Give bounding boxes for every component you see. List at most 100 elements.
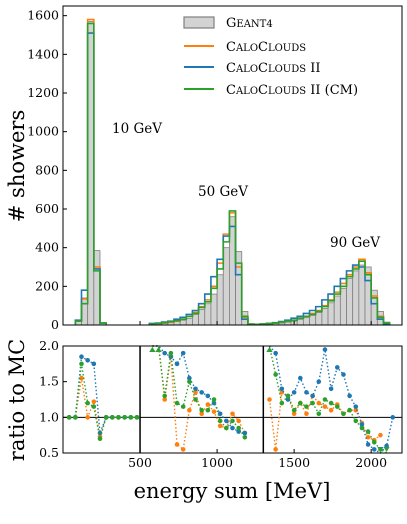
- ratio-point: [359, 425, 365, 431]
- legend-label-caloclouds2-cm: CALOCLOUDS II (CM): [226, 83, 358, 98]
- geant4-bar: [81, 297, 89, 326]
- ratio-y-tick-label: 1.0: [39, 409, 59, 424]
- geant4-bar: [327, 302, 335, 326]
- ratio-point: [310, 393, 315, 399]
- geant4-bar: [204, 303, 212, 326]
- ratio-point: [73, 415, 78, 420]
- ratio-point: [353, 407, 359, 413]
- caloclouds2-cm-step-line: [74, 22, 391, 326]
- ratio-point: [378, 447, 383, 452]
- ratio-point: [341, 372, 346, 377]
- ratio-overflow-marker: [266, 347, 273, 352]
- ratio-point: [322, 347, 328, 352]
- histogram-y-axis-label: # showers: [5, 110, 29, 222]
- ratio-point: [267, 397, 272, 402]
- geant4-bar: [216, 274, 224, 326]
- geant4-bar: [321, 308, 329, 326]
- ratio-point: [168, 350, 174, 356]
- geant4-bar: [198, 309, 206, 326]
- ratio-point: [316, 400, 322, 406]
- x-axis-label: energy sum [MeV]: [134, 479, 331, 503]
- ratio-point: [291, 390, 297, 395]
- ratio-point: [211, 409, 217, 414]
- ratio-point: [128, 415, 134, 420]
- ratio-point: [230, 418, 235, 424]
- ratio-point: [85, 357, 90, 363]
- ratio-y-ticks: 0.5 1.0 1.5 2.0: [39, 338, 67, 460]
- ratio-point: [285, 393, 291, 399]
- ratio-point: [116, 415, 121, 420]
- legend: GEANT4 CALOCLOUDS CALOCLOUDS II CALOCLOU…: [183, 16, 358, 98]
- ratio-point: [187, 407, 192, 413]
- ratio-point: [279, 400, 285, 406]
- ratio-overflow-marker: [149, 347, 156, 352]
- ratio-dotted-line: [152, 345, 246, 451]
- ratio-y-axis-label: ratio to MC: [5, 339, 29, 461]
- ratio-point: [97, 436, 103, 442]
- ratio-point: [273, 372, 278, 377]
- ratio-point: [91, 399, 97, 404]
- ratio-point: [236, 425, 241, 431]
- ratio-point: [322, 397, 328, 402]
- ratio-point: [217, 418, 223, 424]
- ratio-point: [174, 361, 180, 367]
- legend-label-caloclouds2: CALOCLOUDS II: [226, 61, 321, 76]
- ratio-dotted-line: [152, 345, 246, 438]
- ratio-point: [353, 418, 359, 424]
- ratio-point: [66, 415, 72, 420]
- ratio-x-tick-label: 1000: [201, 455, 233, 470]
- ratio-point: [304, 390, 309, 395]
- ratio-series-cc2: [66, 345, 396, 454]
- geant4-bar: [302, 317, 310, 326]
- annotation-10gev: 10 GeV: [112, 121, 162, 137]
- ratio-point: [91, 361, 97, 367]
- ratio-x-tick-label: 2000: [355, 455, 387, 470]
- geant4-bar: [339, 287, 347, 326]
- ratio-point: [322, 404, 328, 409]
- ratio-point: [279, 386, 285, 392]
- geant4-bar: [333, 295, 341, 326]
- ratio-point: [230, 425, 235, 431]
- histogram-y-tick-label: 400: [35, 240, 59, 255]
- geant4-bar: [309, 314, 317, 326]
- histogram-y-ticks: 0 200 400 600 800 1000 1200 1400 1600: [27, 8, 67, 332]
- annotation-50gev: 50 GeV: [198, 184, 248, 200]
- ratio-point: [328, 407, 334, 413]
- geant4-bar: [364, 266, 372, 326]
- ratio-point: [347, 407, 352, 413]
- ratio-point: [291, 407, 297, 413]
- ratio-point: [378, 432, 383, 438]
- ratio-point: [162, 350, 167, 356]
- ratio-point: [390, 415, 396, 420]
- ratio-point: [79, 354, 84, 360]
- ratio-point: [174, 400, 180, 406]
- geant4-bar: [87, 21, 95, 326]
- histogram-x-ticks: [139, 321, 372, 325]
- ratio-point: [205, 407, 211, 413]
- ratio-point: [79, 361, 84, 367]
- ratio-point: [242, 435, 248, 440]
- ratio-point: [205, 402, 211, 407]
- ratio-x-ticks: 500 1000 1500 2000: [128, 449, 387, 470]
- geant4-bar: [222, 247, 230, 326]
- ratio-y-tick-label: 1.5: [39, 374, 59, 389]
- histogram-y-tick-label: 800: [35, 162, 59, 177]
- geant4-bar: [93, 250, 101, 326]
- ratio-underflow-marker: [383, 447, 390, 452]
- ratio-point: [236, 418, 241, 424]
- ratio-point: [371, 440, 377, 445]
- ratio-point: [85, 400, 90, 406]
- ratio-point: [334, 365, 340, 370]
- ratio-point: [193, 390, 198, 395]
- ratio-panel: 0.5 1.0 1.5 2.0 500 1000 1500 2000 ratio to MC…: [5, 338, 403, 503]
- ratio-series-cm: [66, 345, 390, 454]
- ratio-series: [66, 345, 396, 454]
- ratio-dotted-line: [69, 355, 137, 434]
- histogram-y-tick-label: 1200: [27, 85, 59, 100]
- ratio-point: [359, 422, 365, 427]
- geant4-bar: [185, 317, 193, 326]
- ratio-point: [298, 400, 303, 406]
- ratio-y-tick-label: 2.0: [39, 338, 59, 353]
